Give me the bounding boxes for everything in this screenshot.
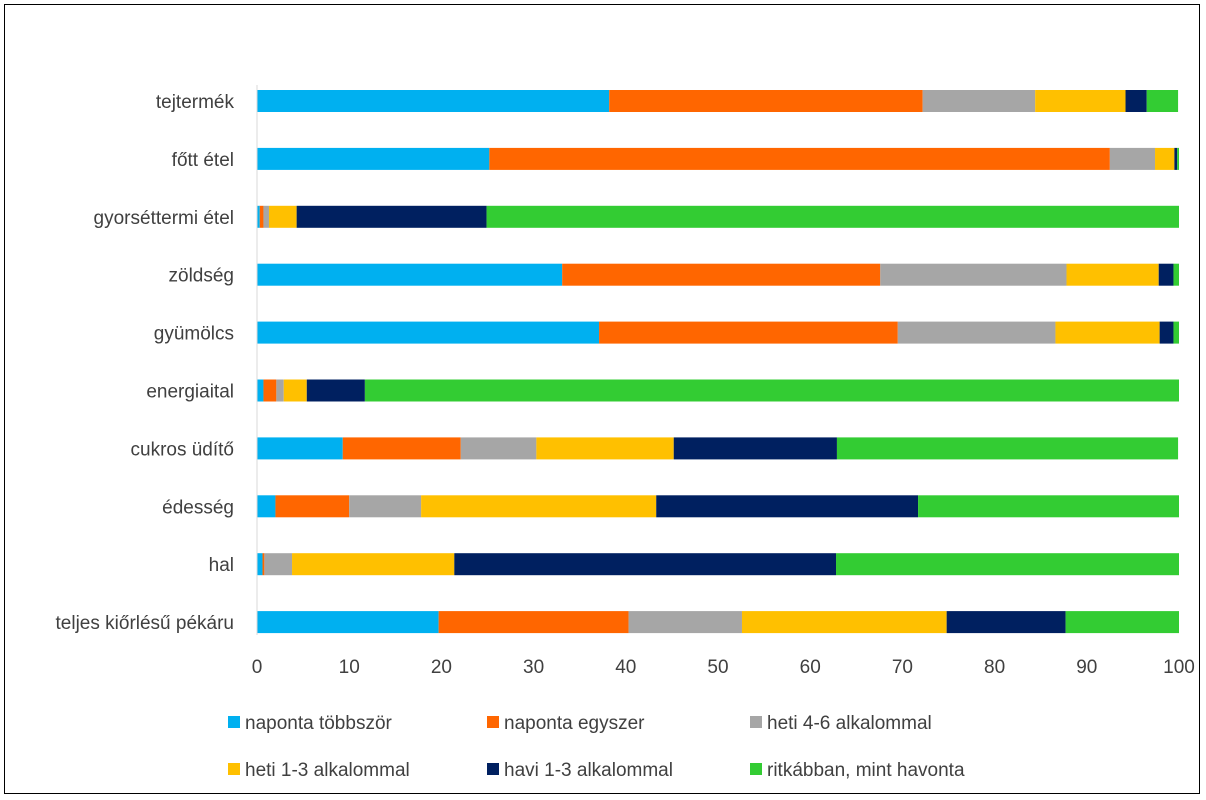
- bar-segment: [292, 553, 455, 576]
- bar-segment: [880, 263, 1067, 286]
- bar-segment: [263, 379, 277, 402]
- legend-swatch: [228, 763, 240, 775]
- bar-segment: [257, 263, 563, 286]
- bar-segment: [1125, 90, 1147, 112]
- legend-label: naponta többször: [245, 713, 393, 734]
- bar-segment: [1159, 321, 1174, 344]
- x-tick-label: 50: [707, 657, 728, 678]
- bar-segment: [454, 553, 837, 576]
- bar-segment: [460, 437, 537, 460]
- x-tick-label: 60: [800, 657, 821, 678]
- bar-segment: [1066, 263, 1159, 286]
- x-tick-label: 10: [339, 657, 360, 678]
- bar-segment: [897, 321, 1056, 344]
- bar-segment: [836, 437, 1179, 460]
- bar-segment: [741, 611, 947, 634]
- bar-segment: [1158, 263, 1174, 286]
- bar-segment: [1173, 321, 1179, 344]
- legend-label: havi 1-3 alkalommal: [504, 760, 673, 781]
- x-tick-label: 0: [252, 657, 263, 678]
- legend-label: naponta egyszer: [504, 713, 645, 734]
- bar-segment: [257, 321, 600, 344]
- bar-segment: [1055, 321, 1160, 344]
- legend-label: ritkábban, mint havonta: [767, 760, 965, 781]
- bar-segment: [1065, 611, 1179, 634]
- bar-segment: [562, 263, 881, 286]
- category-label: gyümölcs: [154, 324, 234, 345]
- legend-swatch: [750, 716, 762, 728]
- bar-segment: [922, 90, 1036, 112]
- x-tick-label: 70: [892, 657, 913, 678]
- bar-segment: [421, 495, 657, 518]
- legend-label: heti 4-6 alkalommal: [767, 713, 932, 734]
- bars-layer: [257, 90, 1179, 634]
- bar-segment: [438, 611, 629, 634]
- bar-segment: [306, 379, 365, 402]
- x-tick-label: 90: [1076, 657, 1097, 678]
- bar-segment: [276, 379, 284, 402]
- bar-segment: [1173, 263, 1179, 286]
- bar-segment: [257, 495, 276, 518]
- stacked-bar-chart: 0 10 20 30 40 50 60 70 80 90 100 tejtermék főtt éte…: [56, 85, 1195, 781]
- bar-segment: [918, 495, 1179, 518]
- category-label: tejtermék: [156, 92, 235, 113]
- bar-segment: [259, 205, 264, 228]
- bar-segment: [536, 437, 674, 460]
- bar-segment: [1035, 90, 1126, 112]
- category-label: édesség: [162, 497, 234, 518]
- category-label: főtt étel: [172, 150, 234, 171]
- bar-segment: [1155, 147, 1175, 170]
- bar-segment: [342, 437, 461, 460]
- bar-segment: [257, 90, 610, 112]
- category-label: hal: [209, 555, 234, 576]
- bar-segment: [673, 437, 837, 460]
- bar-segment: [262, 553, 265, 576]
- bar-segment: [836, 553, 1179, 576]
- bar-segment: [1174, 147, 1178, 170]
- bar-segment: [275, 495, 350, 518]
- x-tick-label: 100: [1163, 657, 1195, 678]
- bar-segment: [283, 379, 307, 402]
- bar-segment: [1109, 147, 1156, 170]
- category-label: gyorséttermi étel: [94, 208, 234, 229]
- category-labels: tejtermék főtt étel gyorséttermi étel zölds…: [56, 92, 235, 634]
- bar-segment: [257, 611, 439, 634]
- bar-segment: [628, 611, 742, 634]
- category-label: teljes kiőrlésű pékáru: [56, 613, 234, 634]
- bar-segment: [489, 147, 1110, 170]
- legend-swatch: [487, 763, 499, 775]
- bar-segment: [1177, 147, 1179, 170]
- bar-segment: [1146, 90, 1179, 112]
- x-tick-label: 40: [615, 657, 636, 678]
- x-tick-label: 30: [523, 657, 544, 678]
- legend-swatch: [750, 763, 762, 775]
- chart-frame: 0 10 20 30 40 50 60 70 80 90 100 tejtermék főtt éte…: [4, 4, 1200, 794]
- bar-segment: [599, 321, 898, 344]
- legend: naponta többször naponta egyszer heti 4-6 …: [228, 713, 965, 781]
- bar-segment: [268, 205, 297, 228]
- bar-segment: [609, 90, 923, 112]
- bar-segment: [264, 553, 293, 576]
- legend-swatch: [228, 716, 240, 728]
- x-tick-label: 80: [984, 657, 1005, 678]
- bar-segment: [257, 379, 264, 402]
- category-label: zöldség: [169, 266, 235, 287]
- bar-segment: [486, 205, 1179, 228]
- bar-segment: [349, 495, 422, 518]
- x-tick-label: 20: [431, 657, 452, 678]
- category-label: cukros üdítő: [131, 439, 235, 460]
- bar-segment: [263, 205, 269, 228]
- bar-segment: [296, 205, 487, 228]
- bar-segment: [257, 437, 343, 460]
- x-axis: 0 10 20 30 40 50 60 70 80 90 100: [252, 85, 1195, 678]
- legend-swatch: [487, 716, 499, 728]
- category-label: energiaital: [146, 382, 234, 403]
- bar-segment: [257, 205, 260, 228]
- bar-segment: [656, 495, 919, 518]
- bar-segment: [364, 379, 1179, 402]
- bar-segment: [257, 147, 490, 170]
- bar-segment: [257, 553, 263, 576]
- legend-label: heti 1-3 alkalommal: [245, 760, 410, 781]
- bar-segment: [946, 611, 1066, 634]
